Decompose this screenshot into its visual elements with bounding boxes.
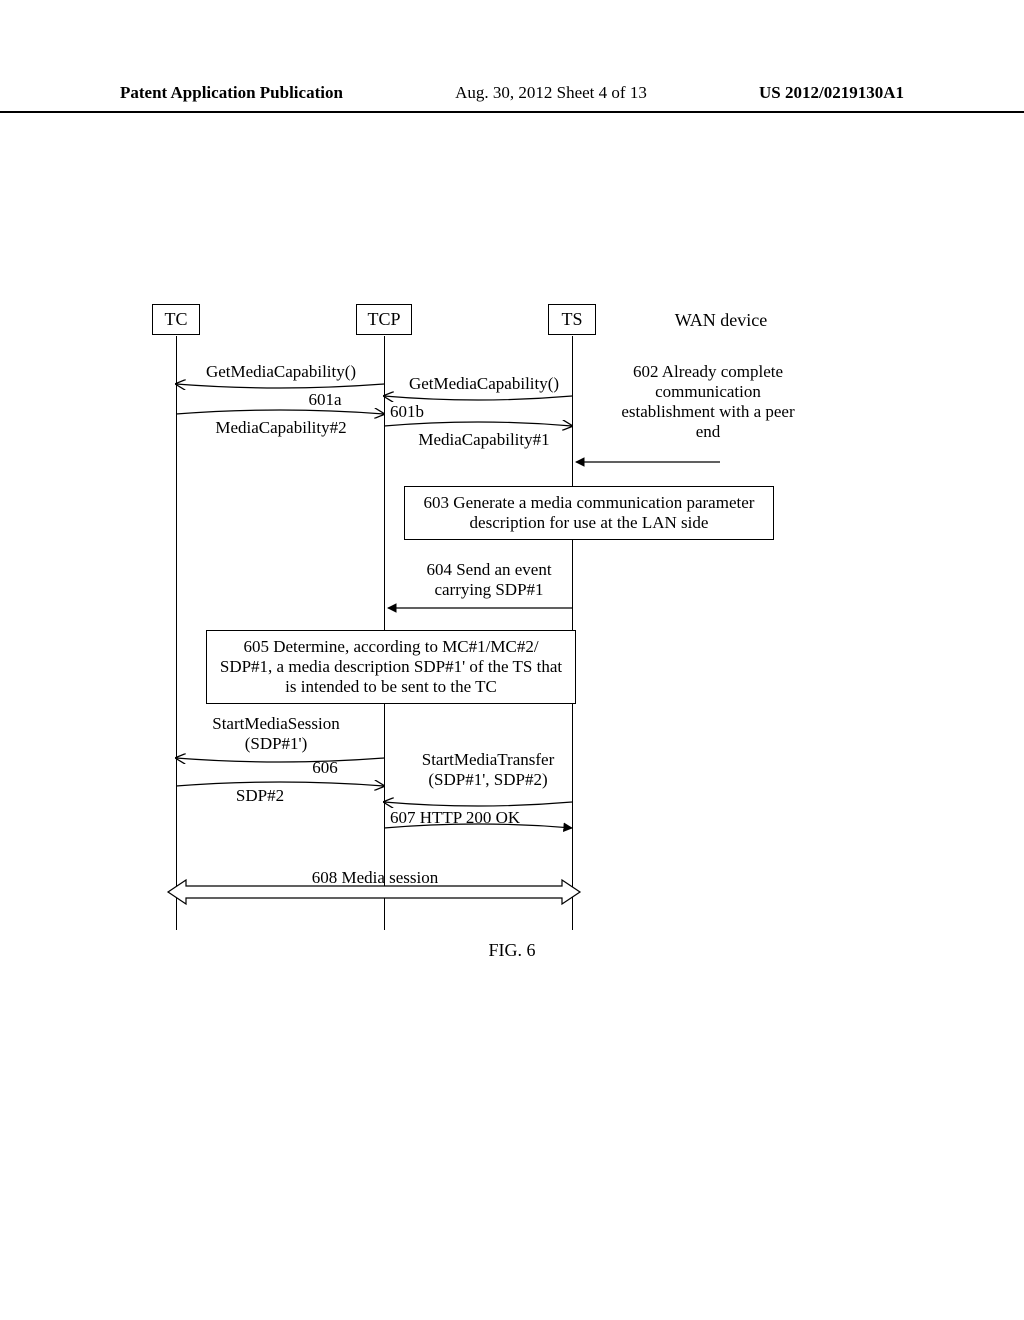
box-603: 603 Generate a media communication param…	[404, 486, 774, 540]
actor-tcp: TCP	[356, 304, 412, 335]
arrow-601b-top	[384, 396, 572, 400]
box-603-text: 603 Generate a media communication param…	[424, 493, 755, 532]
actor-tc: TC	[152, 304, 200, 335]
actor-tc-label: TC	[164, 309, 187, 329]
actor-tcp-label: TCP	[367, 309, 400, 329]
label-606-bottom: SDP#2	[210, 786, 310, 806]
arrow-601b-bottom	[384, 422, 572, 426]
label-601a-bottom: MediaCapability#2	[186, 418, 376, 438]
actor-wan: WAN device	[656, 310, 786, 331]
label-601a-id: 601a	[300, 390, 350, 410]
header-left: Patent Application Publication	[120, 83, 343, 103]
box-605-text: 605 Determine, according to MC#1/MC#2/ S…	[220, 637, 562, 696]
actor-ts-label: TS	[561, 309, 582, 329]
box-605: 605 Determine, according to MC#1/MC#2/ S…	[206, 630, 576, 704]
label-601a-top: GetMediaCapability()	[186, 362, 376, 382]
label-606-top: StartMediaSession (SDP#1')	[186, 714, 366, 754]
arrow-606-top	[176, 758, 384, 762]
arrow-601a-bottom	[176, 410, 384, 414]
header-right: US 2012/0219130A1	[759, 83, 904, 103]
header-mid: Aug. 30, 2012 Sheet 4 of 13	[455, 83, 647, 103]
label-602: 602 Already complete communication estab…	[608, 362, 808, 442]
label-601b-bottom: MediaCapability#1	[394, 430, 574, 450]
actor-ts: TS	[548, 304, 596, 335]
arrow-601a-top	[176, 384, 384, 388]
arrow-607-top	[384, 802, 572, 806]
label-607-top: StartMediaTransfer (SDP#1', SDP#2)	[398, 750, 578, 790]
label-607-bottom: 607 HTTP 200 OK	[390, 808, 580, 828]
label-601b-id: 601b	[390, 402, 450, 422]
label-604: 604 Send an event carrying SDP#1	[404, 560, 574, 600]
label-608: 608 Media session	[260, 868, 490, 888]
actor-wan-label: WAN device	[675, 310, 767, 330]
label-606-id: 606	[300, 758, 350, 778]
lifeline-tc	[176, 336, 177, 930]
page: Patent Application Publication Aug. 30, …	[0, 0, 1024, 1320]
label-601b-top: GetMediaCapability()	[394, 374, 574, 394]
page-header: Patent Application Publication Aug. 30, …	[0, 83, 1024, 113]
figure-caption: FIG. 6	[0, 940, 1024, 961]
